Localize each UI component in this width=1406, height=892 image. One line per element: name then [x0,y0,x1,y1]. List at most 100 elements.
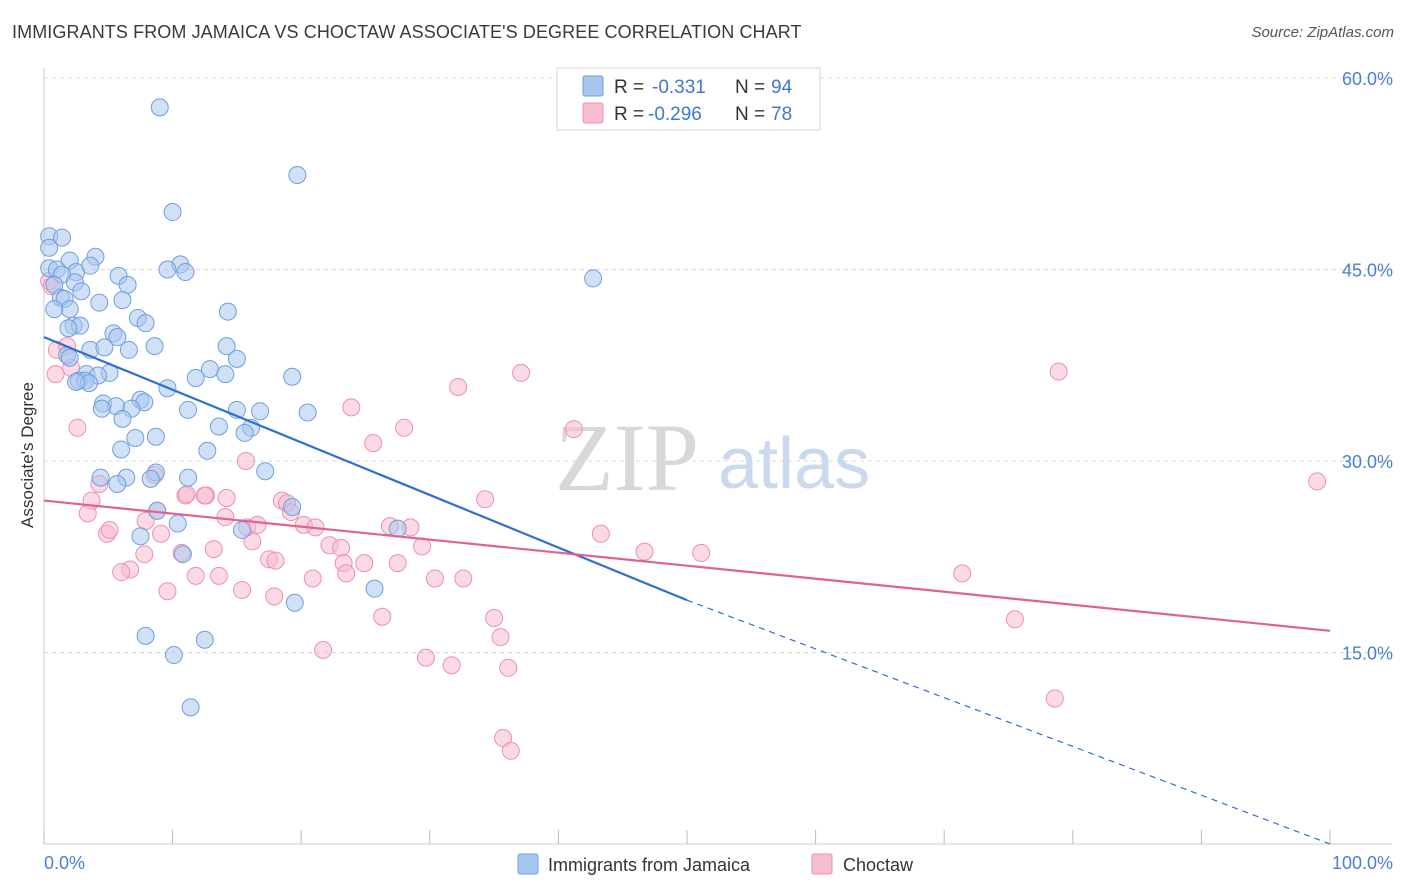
choctaw-point [364,434,383,453]
choctaw-point [177,485,196,504]
choctaw-swatch [582,102,604,124]
jamaica-point [218,302,237,321]
jamaica-trend-extension [686,599,1331,845]
choctaw-point [46,365,65,384]
jamaica-point [283,497,302,516]
choctaw-point [216,508,235,527]
jamaica-point [168,514,187,533]
jamaica-point [584,269,603,288]
jamaica-point [113,409,132,428]
choctaw-point [342,398,361,417]
choctaw-point [135,545,154,564]
jamaica-point [136,314,155,333]
choctaw-point [449,377,468,396]
choctaw-point [217,489,236,508]
chart-title: IMMIGRANTS FROM JAMAICA VS CHOCTAW ASSOC… [12,22,802,42]
watermark: ZIP atlas [555,404,870,511]
choctaw-point [248,515,267,534]
choctaw-point [265,587,284,606]
choctaw-point [485,609,504,628]
x-tick-labels: 0.0% 100.0% [44,853,1393,873]
jamaica-trend-line [43,336,688,602]
jamaica-point [145,337,164,356]
y-tick-labels: 15.0% 30.0% 45.0% 60.0% [1342,69,1393,664]
jamaica-point [131,527,150,546]
choctaw-point [416,648,435,667]
jamaica-point [283,367,302,386]
jamaica-swatch [582,75,604,97]
choctaw-point [243,532,262,551]
source-label: Source: ZipAtlas.com [1251,24,1394,41]
series-legend: Immigrants from Jamaica Choctaw [517,853,914,875]
jamaica-point [91,468,110,487]
jamaica-point [126,429,145,448]
jamaica-point [113,291,132,310]
legend-jamaica-label: Immigrants from Jamaica [548,855,751,875]
jamaica-point [233,520,252,539]
choctaw-point [413,537,432,556]
choctaw-point [476,490,495,509]
jamaica-point [298,403,317,422]
jamaica-point [118,275,137,294]
y-tick-label: 30.0% [1342,452,1393,472]
jamaica-point [285,593,304,612]
choctaw-point [68,418,87,437]
choctaw-point [303,569,322,588]
choctaw-point [454,569,473,588]
jamaica-point [92,399,111,418]
choctaw-point [112,563,131,582]
jamaica-points [40,98,603,717]
stat-n-label-2: N = [735,104,765,125]
legend-jamaica-swatch [517,853,539,875]
choctaw-point [78,504,97,523]
jamaica-point [365,579,384,598]
grid-lines [44,77,1392,653]
watermark-zip: ZIP [555,404,699,511]
axes [43,68,1392,845]
choctaw-point [195,486,214,505]
trend-lines [43,336,1331,845]
jamaica-point [72,282,91,301]
choctaw-point [355,554,374,573]
choctaw-point [204,540,223,559]
jamaica-point [217,337,236,356]
choctaw-trend-line [43,499,1331,632]
jamaica-point [209,417,228,436]
choctaw-point [512,363,531,382]
jamaica-point [179,400,198,419]
choctaw-point [501,741,520,760]
choctaw-point [314,640,333,659]
jamaica-point [150,98,169,117]
x-tick-label-min: 0.0% [44,853,85,873]
choctaw-point [158,582,177,601]
stats-legend: R = -0.331 N = 94 R = -0.296 N = 78 [556,67,821,131]
jamaica-point [176,263,195,282]
choctaw-point [692,543,711,562]
jamaica-point [256,462,275,481]
stat-n-label-1: N = [735,77,765,98]
legend-choctaw-label: Choctaw [843,855,914,875]
choctaw-point [337,564,356,583]
jamaica-point [90,293,109,312]
jamaica-point [235,423,254,442]
choctaw-point [499,658,518,677]
choctaw-point [233,580,252,599]
jamaica-point [53,228,72,247]
choctaw-point [564,420,583,439]
choctaw-point [425,569,444,588]
jamaica-point [181,698,200,717]
stat-r-value-2: -0.296 [648,104,702,125]
jamaica-point [186,369,205,388]
choctaw-point [591,524,610,543]
choctaw-point [1005,610,1024,629]
choctaw-point [152,524,171,543]
choctaw-point [395,418,414,437]
jamaica-point [227,349,246,368]
choctaw-point [373,607,392,626]
y-tick-label: 60.0% [1342,69,1393,89]
choctaw-point [442,656,461,675]
jamaica-point [136,626,155,645]
jamaica-point [60,300,79,319]
y-tick-label: 15.0% [1342,644,1393,664]
